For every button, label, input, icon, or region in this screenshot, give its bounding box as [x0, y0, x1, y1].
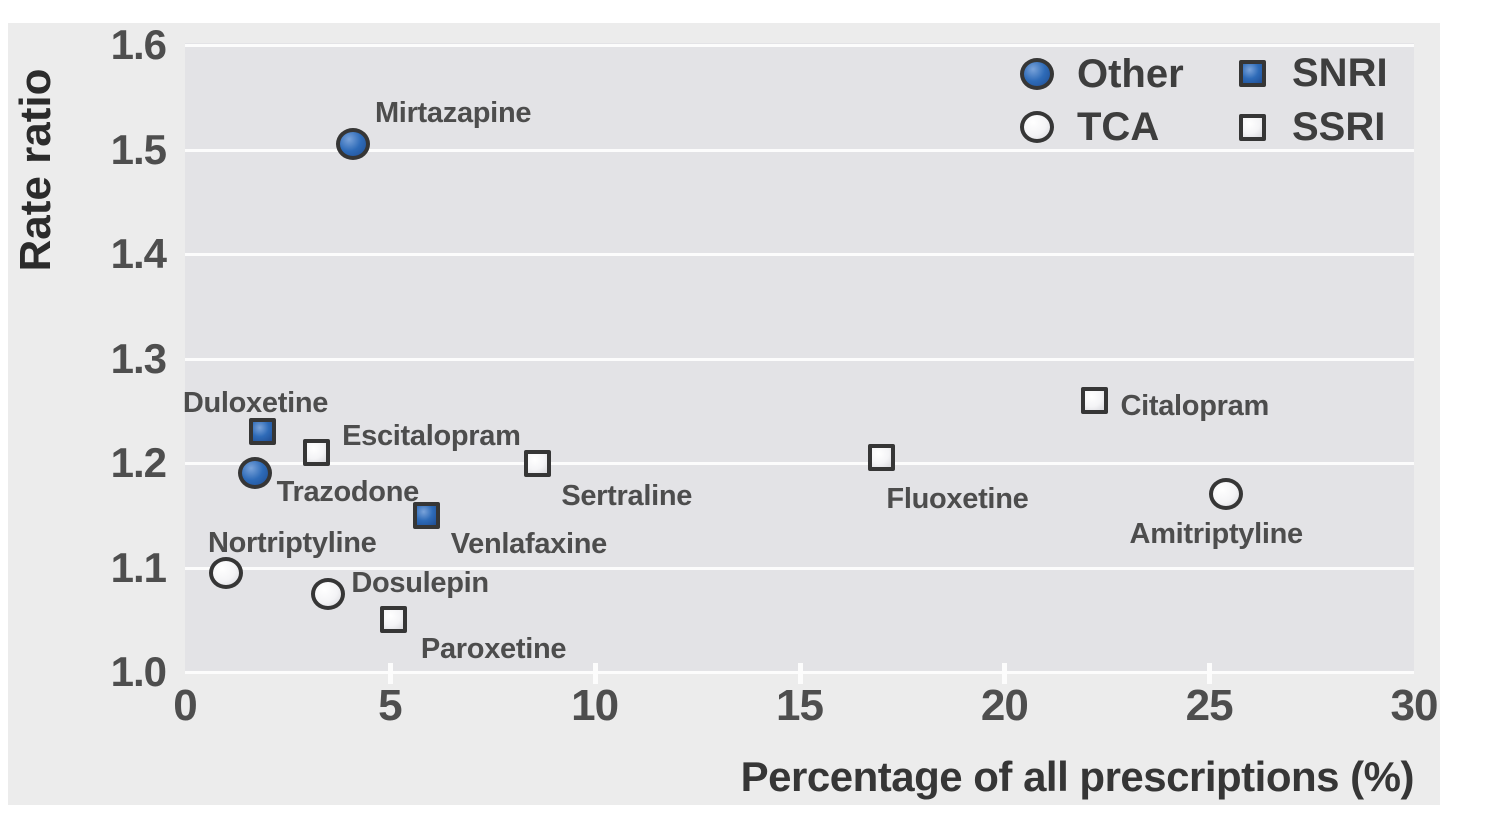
legend-snri-marker — [1238, 59, 1266, 87]
y-tick-label: 1.6 — [110, 21, 167, 68]
x-tick-mark — [797, 663, 803, 684]
x-tick-label: 20 — [980, 681, 1029, 730]
y-tick-label: 1.1 — [110, 543, 167, 591]
point-amitriptyline-marker — [1208, 478, 1243, 511]
point-mirtazapine-marker — [335, 128, 370, 161]
point-label-amitriptyline: Amitriptyline — [1129, 518, 1304, 551]
gridline-y-1.1 — [185, 566, 1414, 570]
point-label-venlafaxine: Venlafaxine — [450, 528, 608, 561]
point-label-duloxetine: Duloxetine — [182, 386, 329, 419]
gridline-y-1.3 — [185, 357, 1414, 361]
point-sertraline-marker — [523, 449, 551, 477]
x-tick-mark — [1207, 663, 1213, 684]
x-tick-mark — [1002, 663, 1008, 684]
point-label-citalopram: Citalopram — [1120, 390, 1269, 423]
legend-label-snri: SNRI — [1292, 51, 1388, 95]
point-label-nortriptyline: Nortriptyline — [207, 526, 377, 559]
y-tick-label: 1.0 — [110, 648, 167, 695]
point-dosulepin-marker — [311, 577, 346, 610]
legend-tca-marker — [1020, 111, 1054, 143]
x-tick-label: 10 — [571, 681, 619, 730]
point-nortriptyline-marker — [208, 556, 243, 589]
gridline-y-1.2 — [185, 462, 1414, 465]
point-label-fluoxetine: Fluoxetine — [886, 482, 1029, 515]
point-citalopram-marker — [1080, 386, 1108, 414]
y-tick-label: 1.2 — [110, 439, 167, 486]
x-tick-label: 25 — [1185, 681, 1234, 730]
y-tick-label: 1.3 — [110, 334, 167, 382]
y-axis-title: Rate ratio — [11, 68, 60, 272]
legend-ssri-marker — [1238, 113, 1266, 141]
x-tick-label: 0 — [173, 681, 197, 730]
point-label-trazodone: Trazodone — [276, 476, 420, 509]
legend-label-other: Other — [1077, 52, 1184, 96]
x-tick-mark — [592, 663, 598, 684]
x-tick-label: 15 — [776, 681, 824, 730]
point-label-paroxetine: Paroxetine — [420, 632, 567, 665]
point-label-sertraline: Sertraline — [561, 480, 693, 512]
point-venlafaxine-marker — [413, 501, 441, 529]
y-tick-label: 1.5 — [110, 125, 167, 173]
gridline-y-1.6 — [185, 44, 1414, 47]
point-label-dosulepin: Dosulepin — [351, 566, 489, 599]
point-label-escitalopram: Escitalopram — [342, 419, 521, 452]
x-tick-label: 30 — [1390, 681, 1439, 730]
legend-other-marker — [1020, 58, 1054, 90]
x-axis-title: Percentage of all prescriptions (%) — [740, 753, 1415, 800]
legend-label-ssri: SSRI — [1292, 105, 1386, 149]
point-trazodone-marker — [237, 457, 272, 490]
gridline-y-1.5 — [185, 148, 1414, 152]
point-escitalopram-marker — [302, 439, 330, 467]
point-duloxetine-marker — [249, 418, 277, 446]
point-paroxetine-marker — [380, 606, 408, 634]
x-tick-label: 5 — [378, 681, 402, 730]
x-tick-mark — [387, 663, 393, 684]
legend-label-tca: TCA — [1077, 105, 1160, 149]
gridline-y-1.4 — [185, 253, 1414, 256]
y-tick-label: 1.4 — [110, 230, 167, 277]
point-label-mirtazapine: Mirtazapine — [374, 97, 532, 130]
point-fluoxetine-marker — [867, 444, 895, 472]
